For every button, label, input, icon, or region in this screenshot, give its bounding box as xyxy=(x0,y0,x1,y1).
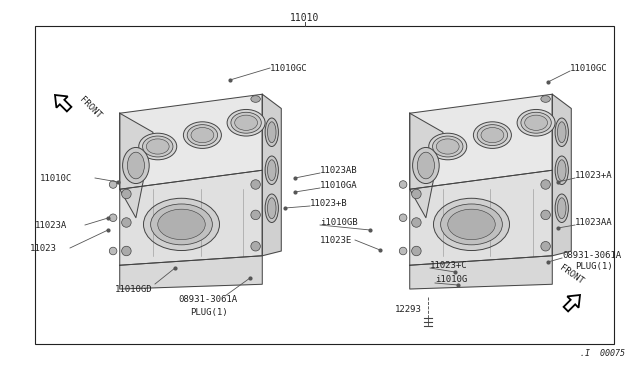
Ellipse shape xyxy=(541,96,550,102)
Ellipse shape xyxy=(521,112,551,133)
Text: FRONT: FRONT xyxy=(78,95,104,121)
Ellipse shape xyxy=(429,133,467,160)
Ellipse shape xyxy=(188,125,218,145)
Circle shape xyxy=(412,246,421,256)
Text: 11023AA: 11023AA xyxy=(575,218,612,227)
Ellipse shape xyxy=(268,160,276,181)
Ellipse shape xyxy=(433,198,509,250)
Text: 08931-3061A: 08931-3061A xyxy=(562,250,621,260)
Ellipse shape xyxy=(557,198,566,219)
Ellipse shape xyxy=(557,122,566,143)
Ellipse shape xyxy=(265,156,278,185)
Ellipse shape xyxy=(474,122,511,148)
Circle shape xyxy=(412,218,421,227)
Text: 11023+C: 11023+C xyxy=(430,260,468,269)
Polygon shape xyxy=(120,94,262,189)
Polygon shape xyxy=(55,95,72,111)
Circle shape xyxy=(399,181,407,188)
Ellipse shape xyxy=(440,204,502,245)
Bar xyxy=(35,26,614,344)
Polygon shape xyxy=(564,295,580,311)
Circle shape xyxy=(122,246,131,256)
Ellipse shape xyxy=(525,115,547,130)
Polygon shape xyxy=(410,94,552,189)
Text: 11010C: 11010C xyxy=(40,173,72,183)
Polygon shape xyxy=(552,94,572,256)
Ellipse shape xyxy=(268,198,276,219)
Ellipse shape xyxy=(448,209,495,240)
Text: PLUG(1): PLUG(1) xyxy=(575,263,612,272)
Ellipse shape xyxy=(417,152,435,179)
Ellipse shape xyxy=(184,122,221,148)
Ellipse shape xyxy=(481,128,504,143)
Circle shape xyxy=(109,214,117,222)
Text: 11023E: 11023E xyxy=(320,235,352,244)
Text: 12293: 12293 xyxy=(395,305,422,314)
Circle shape xyxy=(251,210,260,219)
Text: 11023AB: 11023AB xyxy=(320,166,358,174)
Ellipse shape xyxy=(517,109,555,136)
Text: 11010GC: 11010GC xyxy=(270,64,308,73)
Ellipse shape xyxy=(557,160,566,181)
Text: 11023+B: 11023+B xyxy=(310,199,348,208)
Ellipse shape xyxy=(268,122,276,143)
Text: 11023A: 11023A xyxy=(35,221,67,230)
Text: PLUG(1): PLUG(1) xyxy=(190,308,228,317)
Circle shape xyxy=(541,241,550,251)
Circle shape xyxy=(399,247,407,255)
Ellipse shape xyxy=(235,115,257,130)
Circle shape xyxy=(251,241,260,251)
Ellipse shape xyxy=(555,194,568,222)
Text: 11010GA: 11010GA xyxy=(320,180,358,189)
Ellipse shape xyxy=(127,152,145,179)
Text: i1010G: i1010G xyxy=(435,276,467,285)
Ellipse shape xyxy=(143,198,220,250)
Circle shape xyxy=(541,210,550,219)
Circle shape xyxy=(399,214,407,222)
Polygon shape xyxy=(120,170,262,265)
Ellipse shape xyxy=(227,109,265,136)
Ellipse shape xyxy=(251,96,260,102)
Circle shape xyxy=(251,180,260,189)
Text: 11023+A: 11023+A xyxy=(575,170,612,180)
Text: FRONT: FRONT xyxy=(558,264,585,286)
Ellipse shape xyxy=(157,209,205,240)
Ellipse shape xyxy=(555,118,568,147)
Polygon shape xyxy=(120,256,262,289)
Ellipse shape xyxy=(413,147,439,183)
Circle shape xyxy=(122,218,131,227)
Text: 11010GC: 11010GC xyxy=(570,64,607,73)
Polygon shape xyxy=(410,170,552,265)
Ellipse shape xyxy=(231,112,261,133)
Text: 11023: 11023 xyxy=(30,244,57,253)
Ellipse shape xyxy=(143,136,173,157)
Ellipse shape xyxy=(436,139,459,154)
Text: 11010: 11010 xyxy=(291,13,320,23)
Ellipse shape xyxy=(139,133,177,160)
Circle shape xyxy=(109,181,117,188)
Ellipse shape xyxy=(147,139,169,154)
Ellipse shape xyxy=(265,194,278,222)
Ellipse shape xyxy=(150,204,212,245)
Ellipse shape xyxy=(555,156,568,185)
Text: i1010GB: i1010GB xyxy=(320,218,358,227)
Circle shape xyxy=(412,189,421,199)
Circle shape xyxy=(122,189,131,199)
Text: 11010GD: 11010GD xyxy=(115,285,152,295)
Polygon shape xyxy=(262,94,281,256)
Text: 08931-3061A: 08931-3061A xyxy=(178,295,237,305)
Ellipse shape xyxy=(433,136,463,157)
Polygon shape xyxy=(410,256,552,289)
Text: .I  00075: .I 00075 xyxy=(580,349,625,358)
Ellipse shape xyxy=(477,125,508,145)
Polygon shape xyxy=(410,113,443,218)
Polygon shape xyxy=(120,113,153,218)
Circle shape xyxy=(109,247,117,255)
Circle shape xyxy=(541,180,550,189)
Ellipse shape xyxy=(123,147,149,183)
Ellipse shape xyxy=(191,128,214,143)
Ellipse shape xyxy=(265,118,278,147)
